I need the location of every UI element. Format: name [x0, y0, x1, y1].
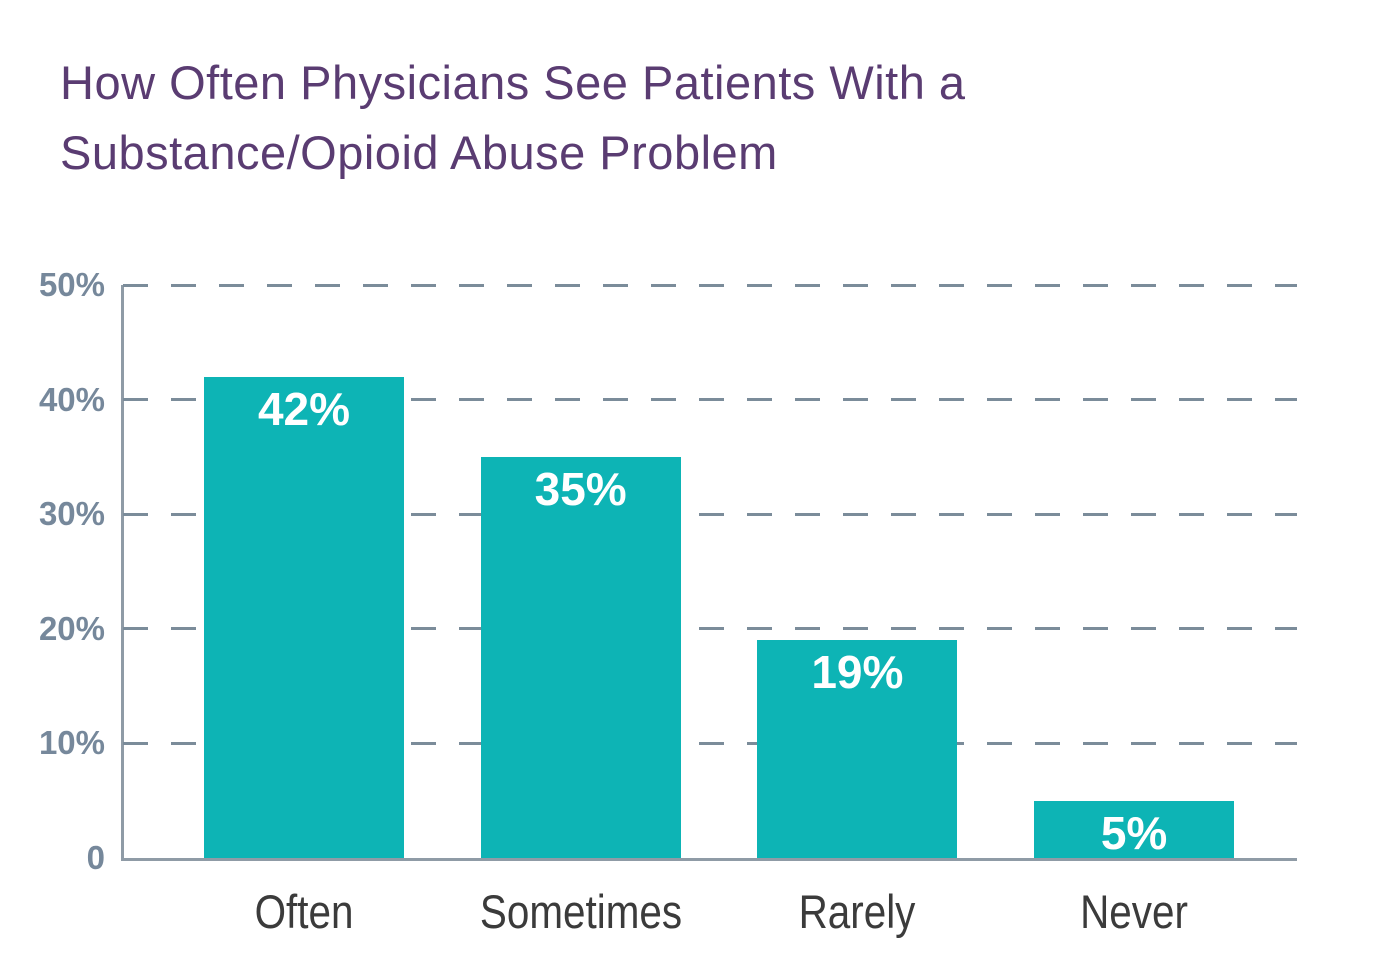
x-tick-label-often: Often — [254, 885, 354, 938]
x-tick-label-rarely: Rarely — [798, 885, 916, 938]
gridline-10 — [123, 741, 1297, 745]
bar-sometimes: 35% — [480, 456, 681, 858]
bar-value-label-often: 42% — [257, 382, 351, 435]
gridline-40 — [123, 398, 1297, 402]
y-axis-line — [121, 285, 124, 861]
y-tick-label-0: 0 — [86, 839, 105, 876]
gridline-20 — [123, 627, 1297, 631]
bar-value-label-rarely: 19% — [811, 646, 904, 699]
y-tick-label-30: 30% — [38, 495, 105, 533]
chart-title-line2: Substance/Opioid Abuse Problem — [60, 126, 778, 179]
bar-value-label-sometimes: 35% — [534, 462, 627, 515]
bar-often: 42% — [204, 376, 404, 858]
y-tick-label-20: 20% — [38, 609, 105, 647]
x-axis-line — [121, 858, 1297, 861]
y-tick-label-40: 40% — [38, 380, 105, 418]
gridline-50 — [123, 283, 1297, 287]
y-tick-label-50: 50% — [38, 266, 105, 303]
gridline-30 — [123, 512, 1297, 516]
y-tick-label-10: 10% — [38, 724, 105, 762]
chart-title: How Often Physicians See Patients With a… — [60, 48, 1260, 188]
x-tick-label-never: Never — [1080, 885, 1189, 938]
bar-never: 5% — [1034, 800, 1235, 859]
chart-title-line1: How Often Physicians See Patients With a — [60, 56, 966, 109]
x-tick-label-sometimes: Sometimes — [479, 885, 682, 938]
bar-value-label-never: 5% — [1100, 806, 1168, 859]
plot-area: 42% 35% 19% 5% — [123, 283, 1297, 859]
bar-rarely: 19% — [757, 640, 958, 858]
